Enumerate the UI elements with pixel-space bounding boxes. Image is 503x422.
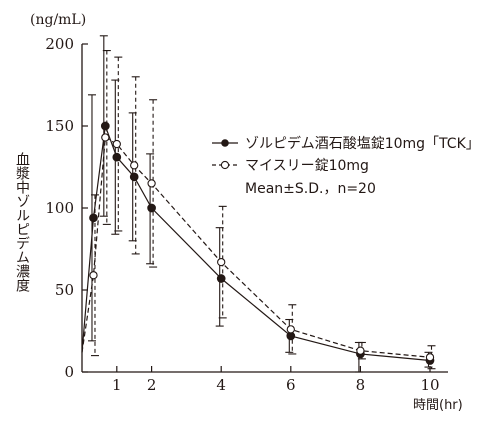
x-tick-label: 6 bbox=[286, 376, 296, 394]
data-point-series-1 bbox=[286, 325, 295, 334]
y-tick-label: 50 bbox=[55, 281, 74, 299]
data-point-series-1 bbox=[112, 139, 121, 149]
series-lines bbox=[81, 125, 431, 362]
series-line-1 bbox=[81, 136, 431, 358]
y-ticks: 0 50 100 150 200 bbox=[45, 35, 88, 381]
x-tick-label: 1 bbox=[112, 376, 122, 394]
x-tick-label: 10 bbox=[420, 376, 439, 394]
series-line-0 bbox=[81, 125, 431, 362]
data-point-series-1 bbox=[101, 133, 110, 142]
data-point-series-0 bbox=[100, 121, 110, 131]
x-axis-label: 時間(hr) bbox=[413, 398, 463, 413]
data-point-series-1 bbox=[130, 161, 139, 170]
data-point-series-1 bbox=[147, 179, 156, 188]
data-point-series-0 bbox=[112, 152, 122, 162]
x-tick-label: 2 bbox=[147, 376, 157, 394]
x-tick-label: 8 bbox=[356, 376, 366, 394]
y-tick-label: 100 bbox=[45, 199, 74, 217]
x-ticks: 1 2 4 6 8 10 bbox=[112, 366, 440, 394]
y-axis-label: 血漿中ゾルピデム濃度 bbox=[14, 152, 30, 292]
x-tick-label: 4 bbox=[216, 376, 226, 394]
y-tick-label: 200 bbox=[45, 35, 74, 53]
y-unit-label: (ng/mL) bbox=[30, 12, 86, 28]
data-point-series-1 bbox=[425, 353, 435, 362]
data-point-series-1 bbox=[356, 346, 365, 355]
legend-label-tck: ゾルピデム酒石酸塩錠10mg「TCK」 bbox=[245, 135, 480, 152]
axes bbox=[81, 44, 448, 373]
legend: ゾルピデム酒石酸塩錠10mg「TCK」 マイスリー錠10mg Mean±S.D.… bbox=[212, 135, 480, 197]
data-point-series-0 bbox=[89, 213, 98, 223]
legend-marker-myslee bbox=[220, 160, 230, 170]
legend-marker-tck bbox=[221, 139, 229, 147]
series-points bbox=[89, 121, 435, 365]
data-point-series-1 bbox=[89, 271, 98, 280]
legend-label-myslee: マイスリー錠10mg bbox=[245, 158, 369, 174]
y-tick-label: 150 bbox=[45, 117, 74, 135]
data-point-series-1 bbox=[217, 257, 226, 267]
data-point-series-0 bbox=[147, 203, 156, 213]
error-bars bbox=[87, 35, 436, 373]
data-point-series-0 bbox=[129, 172, 139, 182]
y-tick-label: 0 bbox=[64, 363, 74, 381]
data-point-series-0 bbox=[216, 274, 226, 283]
legend-note: Mean±S.D.，n=20 bbox=[245, 181, 376, 197]
